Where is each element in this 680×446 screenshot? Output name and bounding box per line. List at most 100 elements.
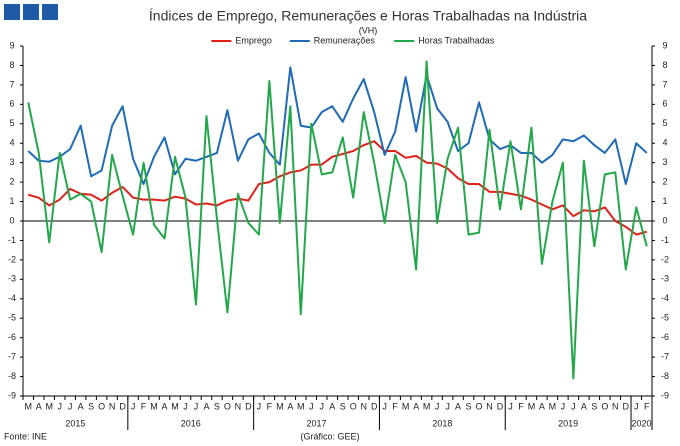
y-tick-label: -5: [8, 313, 16, 323]
y2-tick-label: 1: [662, 196, 667, 206]
y2-tick-label: -8: [661, 371, 669, 381]
chart-title: Índices de Emprego, Remunerações e Horas…: [149, 8, 587, 24]
x-tick-label: F: [267, 401, 273, 411]
x-tick-label: D: [245, 401, 252, 411]
year-label: 2017: [307, 418, 327, 428]
y-tick-label: 6: [9, 99, 14, 109]
y2-tick-label: 4: [662, 138, 667, 148]
x-tick-label: J: [320, 401, 325, 411]
x-tick-label: J: [183, 401, 188, 411]
x-tick-label: S: [591, 401, 597, 411]
x-tick-label: S: [466, 401, 472, 411]
x-tick-label: J: [257, 401, 262, 411]
source: Fonte: INE: [4, 431, 47, 441]
x-tick-label: J: [445, 401, 450, 411]
x-tick-label: N: [612, 401, 619, 411]
x-tick-label: M: [45, 401, 53, 411]
x-tick-label: F: [392, 401, 398, 411]
x-tick-label: O: [601, 401, 608, 411]
y-tick-label: -4: [8, 293, 16, 303]
series-line: [27, 66, 648, 186]
x-tick-label: A: [413, 401, 419, 411]
x-tick-label: S: [88, 401, 94, 411]
x-tick-label: J: [68, 401, 73, 411]
x-tick-label: A: [36, 401, 42, 411]
y-tick-label: -9: [8, 390, 16, 400]
x-tick-label: A: [539, 401, 545, 411]
legend-label: Remunerações: [314, 35, 376, 45]
y2-tick-label: 6: [662, 99, 667, 109]
x-tick-label: M: [528, 401, 536, 411]
x-tick-label: A: [287, 401, 293, 411]
year-label: 2018: [432, 418, 452, 428]
x-tick-label: N: [360, 401, 367, 411]
x-tick-label: M: [549, 401, 557, 411]
y2-tick-label: 3: [662, 157, 667, 167]
y-tick-label: 2: [9, 176, 14, 186]
x-tick-label: D: [623, 401, 630, 411]
legend-label: Horas Trabalhadas: [418, 35, 495, 45]
x-tick-label: J: [194, 401, 199, 411]
y-tick-label: 5: [9, 118, 14, 128]
y2-tick-label: -6: [661, 332, 669, 342]
x-tick-label: M: [423, 401, 431, 411]
x-tick-label: A: [329, 401, 335, 411]
x-tick-label: D: [371, 401, 378, 411]
x-tick-label: M: [297, 401, 305, 411]
x-tick-label: M: [402, 401, 410, 411]
x-tick-label: M: [150, 401, 158, 411]
logo-block: [4, 4, 20, 20]
y2-tick-label: 2: [662, 176, 667, 186]
x-tick-label: J: [309, 401, 314, 411]
y2-tick-label: -1: [661, 235, 669, 245]
year-label: 2016: [181, 418, 201, 428]
y2-tick-label: 0: [662, 215, 667, 225]
x-tick-label: A: [78, 401, 84, 411]
y-tick-label: -2: [8, 254, 16, 264]
annotation: (VH): [359, 25, 378, 35]
y-tick-label: 3: [9, 157, 14, 167]
x-tick-label: O: [476, 401, 483, 411]
x-tick-label: J: [634, 401, 639, 411]
series-line: [27, 60, 648, 380]
y2-tick-label: 5: [662, 118, 667, 128]
x-tick-label: N: [235, 401, 242, 411]
y-tick-label: 9: [9, 40, 14, 50]
y-tick-label: -6: [8, 332, 16, 342]
y-tick-label: -3: [8, 274, 16, 284]
y-tick-label: -8: [8, 371, 16, 381]
logo-block: [23, 4, 39, 20]
y2-tick-label: -3: [661, 274, 669, 284]
x-tick-label: S: [340, 401, 346, 411]
x-tick-label: J: [508, 401, 513, 411]
x-tick-label: J: [382, 401, 387, 411]
x-tick-label: A: [203, 401, 209, 411]
y2-tick-label: -7: [661, 351, 669, 361]
y2-tick-label: -5: [661, 313, 669, 323]
year-label: 2020: [632, 418, 652, 428]
y2-tick-label: 7: [662, 79, 667, 89]
credit: (Gráfico: GEE): [300, 431, 359, 441]
x-tick-label: D: [497, 401, 504, 411]
y-tick-label: 4: [9, 138, 14, 148]
x-tick-label: J: [561, 401, 566, 411]
x-tick-label: S: [214, 401, 220, 411]
logo-block: [42, 4, 58, 20]
y2-tick-label: -4: [661, 293, 669, 303]
y2-tick-label: -2: [661, 254, 669, 264]
x-tick-label: A: [581, 401, 587, 411]
x-tick-label: J: [435, 401, 440, 411]
y-tick-label: 7: [9, 79, 14, 89]
x-tick-label: D: [119, 401, 126, 411]
x-tick-label: J: [571, 401, 576, 411]
legend-label: Emprego: [235, 35, 272, 45]
x-tick-label: M: [24, 401, 32, 411]
year-label: 2015: [65, 418, 85, 428]
x-tick-label: O: [224, 401, 231, 411]
x-tick-label: F: [141, 401, 147, 411]
y2-tick-label: 8: [662, 60, 667, 70]
x-tick-label: O: [350, 401, 357, 411]
x-tick-label: F: [644, 401, 650, 411]
year-label: 2019: [558, 418, 578, 428]
